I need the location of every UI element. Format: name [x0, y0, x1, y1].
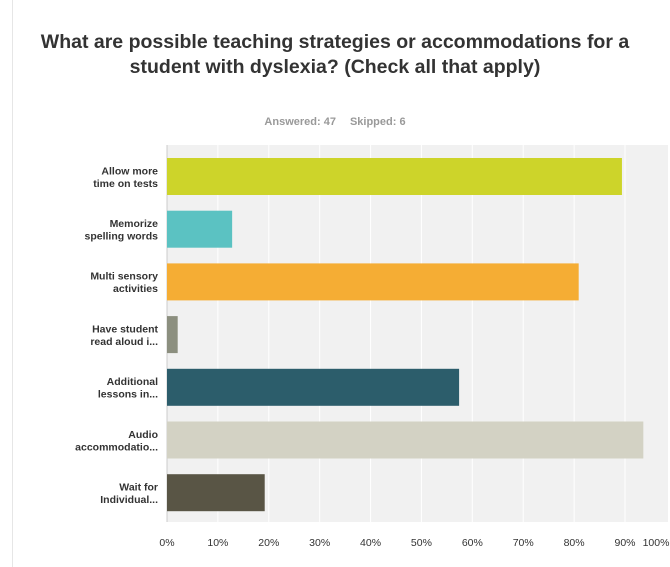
response-summary: Answered: 47 Skipped: 6	[40, 116, 630, 128]
x-tick-label: 50%	[411, 537, 432, 549]
bar	[167, 263, 579, 301]
category-label: Additional	[107, 376, 158, 388]
left-border	[12, 0, 13, 567]
x-tick-label: 40%	[360, 537, 381, 549]
category-label: Audio	[128, 429, 158, 441]
category-label: Memorize	[110, 218, 159, 230]
category-label: Wait for	[119, 481, 158, 493]
category-label: spelling words	[84, 230, 158, 242]
x-axis-ticks: 0% 10% 20% 30% 40% 50% 60% 70% 80% 90% 100%	[159, 537, 669, 549]
category-label: Individual...	[100, 494, 158, 506]
category-label: Have student	[92, 323, 158, 335]
x-tick-label: 10%	[207, 537, 228, 549]
category-label: Allow more	[101, 165, 158, 177]
x-tick-label: 100%	[643, 537, 670, 549]
x-tick-label: 90%	[614, 537, 635, 549]
category-label: Multi sensory	[90, 271, 158, 283]
category-label: activities	[113, 283, 158, 295]
bar	[167, 316, 178, 354]
x-tick-label: 60%	[462, 537, 483, 549]
x-tick-label: 70%	[513, 537, 534, 549]
category-label: time on tests	[93, 178, 158, 190]
x-tick-label: 0%	[159, 537, 174, 549]
bar	[167, 421, 644, 459]
skipped-count: Skipped: 6	[349, 116, 406, 128]
x-tick-label: 20%	[258, 537, 279, 549]
bar	[167, 368, 460, 406]
bars	[167, 158, 644, 512]
chart-title: What are possible teaching strategies or…	[40, 31, 630, 78]
bar	[167, 210, 233, 248]
bar	[167, 474, 265, 512]
category-label: lessons in...	[98, 389, 158, 401]
answered-count: Answered: 47	[264, 116, 336, 128]
x-tick-label: 30%	[309, 537, 330, 549]
category-label: accommodatio...	[75, 441, 158, 453]
x-tick-label: 80%	[564, 537, 585, 549]
bar	[167, 158, 622, 195]
category-label: read aloud i...	[90, 336, 158, 348]
plot-background	[167, 145, 668, 522]
